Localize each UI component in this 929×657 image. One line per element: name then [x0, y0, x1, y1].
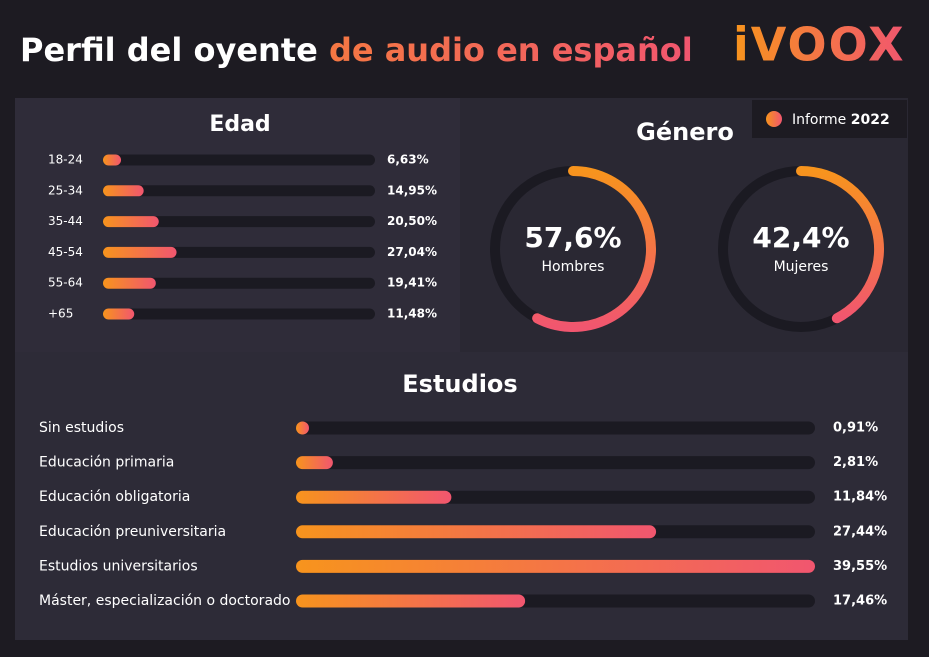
category-label: Máster, especialización o doctorado — [39, 593, 290, 609]
value-label: 11,48% — [387, 307, 437, 321]
badge-label: Informe — [792, 112, 846, 128]
title-accent: de audio en español — [329, 31, 693, 69]
value-label: 2,81% — [833, 455, 878, 470]
value-label: 27,04% — [387, 245, 437, 259]
category-label: Sin estudios — [39, 420, 124, 436]
bar — [296, 456, 333, 470]
bar — [103, 185, 144, 197]
category-label: 35-44 — [48, 214, 83, 228]
category-label: 25-34 — [48, 183, 83, 197]
bar — [103, 216, 159, 228]
bar-track — [296, 421, 815, 435]
bar — [296, 421, 309, 435]
category-label: Educación preuniversitaria — [39, 524, 226, 540]
bar — [296, 525, 657, 539]
category-label: 55-64 — [48, 276, 83, 290]
value-label: 27,44% — [833, 524, 887, 539]
value-label: 0,91% — [833, 421, 878, 436]
donut-arc — [796, 166, 884, 324]
bar — [103, 277, 156, 289]
donut-arc — [532, 166, 656, 332]
bar — [103, 154, 122, 166]
bar-track — [103, 277, 375, 289]
chart-title: Estudios — [402, 370, 517, 398]
category-label: Educación primaria — [39, 455, 174, 471]
bar-track — [103, 216, 375, 228]
value-label: 19,41% — [387, 276, 437, 290]
bar-track — [296, 456, 815, 470]
bar-track — [103, 308, 375, 320]
donut-label: Hombres — [542, 259, 605, 275]
value-label: 39,55% — [833, 559, 887, 574]
title-main: Perfil del oyente — [20, 31, 318, 69]
value-label: 11,84% — [833, 490, 887, 505]
value-label: 6,63% — [387, 153, 429, 167]
category-label: Educación obligatoria — [39, 489, 190, 505]
donut-value: 57,6% — [524, 221, 621, 254]
bar — [296, 559, 815, 573]
badge-year: 2022 — [851, 112, 890, 128]
value-label: 14,95% — [387, 183, 437, 197]
page-title: Perfil del oyente de audio en español — [20, 31, 693, 69]
category-label: +65 — [48, 307, 73, 321]
bar-track — [103, 185, 375, 197]
donut-value: 42,4% — [752, 221, 849, 254]
category-label: 45-54 — [48, 245, 83, 259]
bar — [103, 308, 135, 320]
value-label: 17,46% — [833, 594, 887, 609]
chart-title: Género — [636, 118, 734, 146]
category-label: Estudios universitarios — [39, 558, 198, 574]
badge-dot — [766, 111, 782, 127]
bar-track — [103, 154, 375, 166]
badge-text: Informe 2022 — [792, 112, 890, 128]
bar — [296, 490, 452, 504]
value-label: 20,50% — [387, 214, 437, 228]
category-label: 18-24 — [48, 153, 83, 167]
bar — [103, 246, 177, 258]
bar — [296, 594, 526, 608]
chart-title: Edad — [209, 112, 270, 137]
panel-gender — [460, 98, 908, 352]
donut-label: Mujeres — [774, 259, 829, 275]
logo: iVOOX — [733, 18, 906, 72]
